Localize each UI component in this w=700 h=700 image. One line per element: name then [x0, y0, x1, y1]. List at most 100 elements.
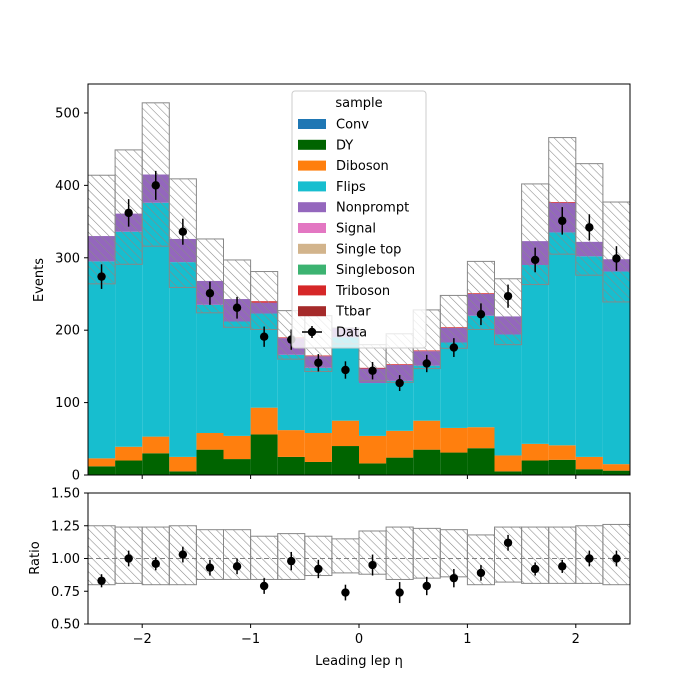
data-point-5 [232, 303, 242, 312]
data-point-3 [178, 227, 188, 236]
legend-label: Singleboson [336, 263, 415, 278]
data-point-14 [476, 310, 486, 319]
legend-label: Signal [336, 222, 376, 237]
ratio-point-7 [287, 556, 296, 566]
bar-flips-3 [169, 262, 197, 457]
ratio-band-bin-1 [114, 526, 143, 584]
bar-diboson-12 [413, 420, 441, 450]
bar-diboson-7 [277, 430, 305, 457]
bar-flips-9 [331, 337, 359, 421]
bar-flips-0 [88, 261, 116, 459]
ratio-y-tick-label-4: 1.50 [51, 487, 80, 502]
ratio-band-bin-19 [602, 523, 630, 586]
bar-diboson-17 [548, 445, 576, 460]
bar-diboson-9 [331, 420, 359, 447]
ratio-y-tick-label-2: 1.00 [51, 552, 80, 567]
legend-entry-diboson: Diboson [298, 159, 389, 174]
data-point-0 [97, 272, 106, 281]
ratio-band-bin-2 [141, 526, 170, 586]
legend-swatch [298, 243, 326, 254]
legend-label: Triboson [335, 284, 390, 299]
bar-flips-18 [575, 256, 603, 457]
main-x-ticks [141, 475, 577, 479]
ratio-panel: 0.50 0.75 1.00 1.25 1.50 −2 −1 0 1 2 Ratio Leadi… [28, 487, 631, 669]
ratio-x-tick-label-4: 2 [572, 632, 580, 647]
bar-flips-19 [602, 271, 630, 465]
ratio-points [97, 534, 621, 604]
data-point-11 [395, 378, 404, 388]
bar-flips-5 [223, 321, 251, 436]
ratio-point-2 [151, 559, 160, 568]
ratio-point-15 [503, 538, 513, 547]
main-y-tick-label-4: 400 [55, 179, 80, 194]
legend-swatch [298, 202, 326, 213]
legend-swatch [298, 181, 326, 192]
bar-diboson-5 [223, 435, 251, 460]
legend-label: Flips [336, 180, 366, 195]
bar-diboson-16 [521, 443, 549, 461]
bar-diboson-0 [88, 458, 116, 467]
ratio-y-axis-label: Ratio [28, 541, 43, 574]
ratio-point-11 [395, 588, 404, 597]
data-point-12 [422, 359, 431, 368]
bar-dy-5 [223, 459, 251, 475]
bar-flips-1 [115, 231, 143, 447]
ratio-x-tick-label-3: 1 [463, 632, 471, 647]
ratio-point-4 [205, 563, 215, 572]
bar-dy-4 [196, 449, 224, 475]
ratio-y-tick-label-0: 0.50 [51, 618, 80, 633]
legend-label: DY [336, 138, 353, 153]
bar-flips-12 [413, 365, 441, 421]
bar-flips-10 [359, 383, 387, 436]
bar-dy-9 [331, 446, 359, 475]
ratio-point-10 [368, 560, 377, 570]
data-point-15 [503, 291, 513, 301]
bar-flips-15 [494, 334, 522, 456]
bar-diboson-19 [602, 464, 630, 471]
main-y-ticks: 0 100 200 300 400 500 [55, 106, 88, 484]
legend-swatch [298, 306, 326, 317]
bar-dy-16 [521, 460, 549, 475]
bar-dy-7 [277, 456, 305, 475]
uncertainty-bin-17 [548, 137, 577, 255]
bar-diboson-2 [142, 436, 170, 454]
legend-label: Ttbar [335, 305, 371, 320]
legend-entry-triboson: Triboson [298, 284, 390, 299]
bar-diboson-15 [494, 455, 522, 472]
bar-diboson-8 [304, 433, 332, 462]
ratio-point-5 [232, 562, 242, 571]
bar-flips-17 [548, 232, 576, 446]
legend-swatch [298, 285, 326, 296]
main-y-tick-label-3: 300 [55, 251, 80, 266]
ratio-point-6 [259, 581, 269, 591]
ratio-point-8 [314, 564, 323, 574]
data-point-4 [205, 289, 215, 298]
bar-diboson-3 [169, 456, 197, 472]
legend-label: Data [336, 326, 367, 341]
ratio-y-tick-label-3: 1.25 [51, 519, 80, 534]
legend-entry-ttbar: Ttbar [298, 305, 371, 320]
ratio-point-13 [449, 573, 459, 583]
ratio-band-bin-5 [223, 529, 252, 580]
data-point-10 [368, 366, 377, 375]
main-y-tick-label-1: 100 [55, 396, 80, 411]
ratio-x-tick-label-2: 0 [355, 632, 363, 647]
legend-entry-conv: Conv [298, 118, 369, 133]
legend-swatch [298, 264, 326, 275]
ratio-point-14 [476, 568, 486, 578]
bar-dy-2 [142, 453, 170, 475]
bar-diboson-11 [386, 430, 414, 458]
bar-dy-15 [494, 471, 522, 475]
data-point-1 [124, 208, 133, 218]
data-point-17 [558, 216, 567, 226]
legend-swatch-marker [307, 327, 317, 337]
main-panel: 0 100 200 300 400 500 Events sample Conv DY Dib… [32, 83, 631, 484]
ratio-x-ticks: −2 −1 0 1 2 [133, 624, 580, 647]
legend-entry-data: Data [302, 326, 367, 341]
ratio-y-ticks: 0.50 0.75 1.00 1.25 1.50 [51, 487, 88, 633]
bar-dy-19 [602, 470, 630, 475]
bar-diboson-6 [250, 407, 278, 435]
ratio-band-bin-9 [331, 538, 360, 574]
main-y-tick-label-2: 200 [55, 324, 80, 339]
bar-flips-14 [467, 315, 495, 428]
